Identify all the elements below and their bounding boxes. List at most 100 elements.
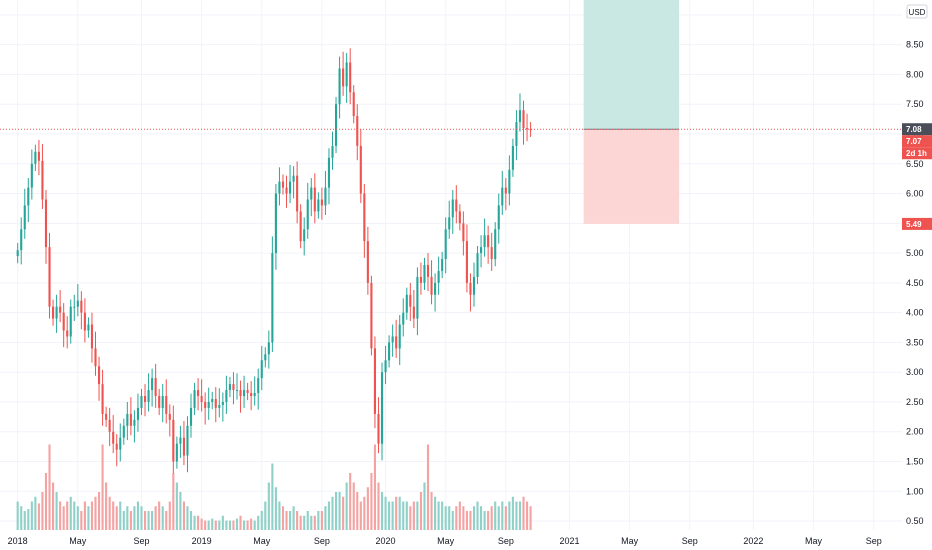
candle-body: [211, 398, 214, 402]
candle-body: [20, 229, 23, 251]
candle-body: [324, 187, 327, 206]
volume-bar: [398, 496, 401, 530]
close-price-badge: 7.07: [906, 137, 922, 146]
candle-body: [480, 247, 483, 254]
volume-bar: [441, 501, 444, 530]
volume-bar: [168, 501, 171, 530]
price-badges: 7.08 7.07 2d 1h 5.49: [902, 123, 932, 230]
candle-body: [338, 68, 341, 105]
candle-body: [87, 324, 90, 331]
candle-body: [161, 396, 164, 408]
candle-body: [331, 145, 334, 158]
volume-bar: [352, 482, 355, 530]
volume-bar: [239, 515, 242, 530]
volume-bar: [487, 511, 490, 530]
candle-body: [398, 324, 401, 349]
candle-body: [108, 419, 111, 432]
candle-body: [246, 390, 249, 394]
candle-body: [115, 443, 118, 450]
volume-bar: [165, 511, 168, 530]
candle-body: [27, 187, 30, 206]
last-price-badge: 7.08: [906, 125, 922, 134]
countdown-badge-bg: [902, 147, 932, 160]
volume-bar: [525, 501, 529, 530]
volume-bar: [327, 501, 331, 530]
volume-bar: [469, 511, 472, 530]
volume-bar: [462, 506, 465, 530]
candle-body: [69, 306, 72, 337]
price-tick-label: 3.50: [906, 337, 924, 347]
volume-bar: [518, 501, 522, 530]
volume-bar: [214, 520, 217, 530]
volume-bar: [126, 506, 129, 530]
time-axis[interactable]: 2018 May Sep 2019 May Sep 2020 May Sep 2021 May Sep…: [0, 530, 902, 550]
volume-bar: [391, 501, 394, 530]
candle-body: [264, 354, 267, 361]
candle-body: [426, 265, 430, 277]
volume-bar: [143, 511, 147, 530]
volume-bar: [20, 506, 23, 530]
candle-body: [448, 217, 451, 230]
candle-body: [51, 306, 55, 319]
candle-body: [179, 437, 182, 444]
position-zones: [583, 0, 680, 224]
volume-bar: [172, 473, 175, 530]
volume-bar: [30, 501, 33, 530]
time-tick-label: May: [253, 536, 271, 546]
candle-body: [356, 116, 359, 146]
candle-body: [472, 276, 476, 295]
volume-bar: [260, 511, 263, 530]
volume-bar: [62, 506, 65, 530]
volume-bar: [405, 501, 408, 530]
candle-body: [41, 160, 44, 200]
volume-bar: [225, 520, 228, 530]
candle-body: [140, 396, 143, 408]
candlesticks: [16, 48, 532, 474]
volume-bar: [211, 518, 214, 530]
candle-body: [444, 229, 447, 260]
volume-bar: [37, 503, 40, 530]
volume-bar: [257, 515, 260, 530]
candle-body: [504, 187, 507, 194]
volume-bar: [119, 501, 122, 530]
candle-body: [320, 199, 323, 206]
candle-body: [197, 390, 200, 397]
volume-bar: [472, 506, 476, 530]
candle-body: [518, 110, 522, 123]
price-tick-label: 4.50: [906, 278, 924, 288]
candle-body: [129, 413, 132, 426]
volume-bar: [285, 511, 288, 530]
candle-body: [490, 247, 493, 260]
volume-bar: [448, 506, 451, 530]
candle-body: [97, 366, 101, 385]
volume-bar: [55, 492, 58, 530]
volume-bar: [83, 501, 86, 530]
price-tick-label: 8.50: [906, 40, 924, 50]
price-tick-label: 5.00: [906, 248, 924, 258]
volume-bar: [151, 511, 154, 530]
candle-body: [395, 336, 398, 349]
volume-bar: [41, 492, 44, 530]
candle-body: [271, 253, 274, 343]
currency-box[interactable]: USD: [906, 4, 928, 19]
time-tick-label: Sep: [133, 536, 149, 546]
volume-bar: [296, 511, 299, 530]
candle-body: [405, 294, 408, 313]
candle-body: [412, 306, 415, 319]
candle-body: [193, 390, 196, 408]
volume-bar: [334, 492, 338, 530]
time-tick-label: 2018: [8, 536, 28, 546]
candle-body: [458, 211, 461, 224]
candle-body: [380, 372, 384, 444]
price-axis[interactable]: 9.008.508.007.507.006.506.005.505.004.50…: [902, 0, 932, 550]
candle-body: [189, 407, 193, 426]
candle-body: [434, 282, 437, 295]
volume-bar: [529, 506, 532, 530]
candle-body: [462, 223, 465, 242]
volume-bar: [320, 511, 323, 530]
candle-body: [186, 425, 189, 456]
candle-body: [511, 145, 514, 170]
candle-body: [119, 437, 122, 450]
volume-bar: [416, 501, 419, 530]
